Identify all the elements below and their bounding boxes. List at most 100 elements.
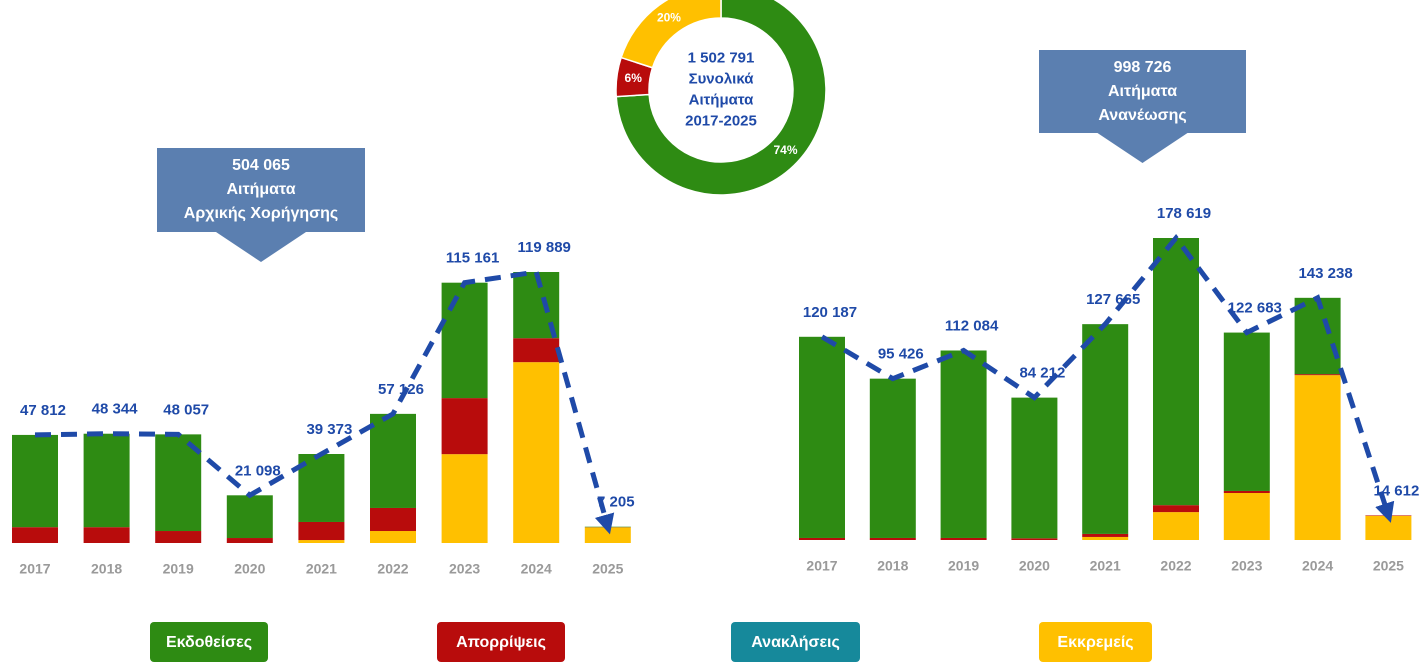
bar-segment	[1082, 533, 1129, 537]
x-tick-label: 2025	[1373, 558, 1404, 574]
x-tick-label: 2020	[234, 561, 265, 577]
x-tick-label: 2023	[449, 561, 480, 577]
bar-segment	[1153, 238, 1199, 506]
total-label: 21 098	[235, 462, 281, 479]
x-tick-label: 2019	[948, 558, 979, 574]
legend-swatch	[150, 622, 268, 662]
bar-segment	[1153, 512, 1199, 540]
legend-label: Εκδοθείσες	[166, 634, 252, 651]
callout-box	[157, 148, 365, 262]
bar-segment	[1082, 324, 1129, 534]
total-label: 39 373	[306, 421, 352, 438]
total-label: 95 426	[878, 346, 924, 363]
slice-label: 6%	[625, 71, 643, 85]
x-tick-label: 2021	[1090, 558, 1121, 574]
bar-segment	[441, 398, 488, 455]
center-text: 2017-2025	[685, 112, 757, 129]
bar-segment	[298, 521, 345, 541]
trend-line	[34, 269, 615, 535]
total-label: 119 889	[517, 239, 570, 256]
bar-segment	[298, 540, 345, 543]
x-tick-label: 2023	[1231, 558, 1262, 574]
bar-segment	[370, 413, 416, 508]
total-label: 115 161	[446, 250, 499, 267]
legend-swatch	[731, 622, 860, 662]
bar-segment	[1011, 538, 1058, 540]
x-tick-label: 2018	[91, 561, 122, 577]
bar-segment	[940, 537, 987, 540]
x-tick-label: 2024	[521, 561, 552, 577]
bar-segment	[370, 531, 416, 543]
callout-text: Αιτήματα	[1108, 83, 1177, 100]
x-tick-label: 2022	[1160, 558, 1191, 574]
total-label: 84 212	[1019, 365, 1065, 382]
x-tick-label: 2022	[377, 561, 408, 577]
callout-text: Ανανέωσης	[1098, 107, 1186, 124]
legend-swatch	[1039, 622, 1152, 662]
bar-segment	[1294, 374, 1341, 376]
bar-segment	[12, 527, 58, 543]
callout-text: 504 065	[232, 157, 290, 174]
callout-box	[1039, 50, 1246, 163]
donut-slice	[615, 0, 827, 196]
center-text: Αιτήματα	[689, 91, 755, 108]
bar-segment	[1365, 515, 1412, 540]
bar-segment	[226, 495, 273, 539]
total-label: 48 344	[92, 401, 139, 418]
x-tick-label: 2021	[306, 561, 337, 577]
x-tick-label: 2019	[163, 561, 194, 577]
donut-slice	[620, 0, 722, 69]
callout-text: Αιτήματα	[226, 181, 295, 198]
bar-segment	[584, 527, 631, 543]
bar-segment	[83, 527, 130, 543]
bar-segment	[12, 434, 58, 528]
bar-segment	[1153, 505, 1199, 513]
bar-segment	[1223, 490, 1270, 493]
total-label: 14 612	[1373, 482, 1419, 499]
legend-label: Απορρίψεις	[456, 634, 546, 651]
legend-label: Ανακλήσεις	[751, 634, 840, 651]
trend-line	[820, 233, 1395, 523]
x-tick-label: 2017	[19, 561, 50, 577]
bar-segment	[370, 507, 416, 532]
bar-segment	[869, 537, 916, 540]
center-text: Συνολικά	[689, 70, 755, 87]
x-tick-label: 2024	[1302, 558, 1333, 574]
total-label: 47 812	[20, 402, 66, 419]
total-label: 122 683	[1228, 300, 1282, 317]
slice-label: 20%	[657, 11, 681, 25]
bar-segment	[1011, 397, 1058, 539]
bar-segment	[155, 531, 202, 543]
bar-segment	[799, 336, 845, 538]
x-tick-label: 2018	[877, 558, 908, 574]
x-tick-label: 2025	[592, 561, 623, 577]
bar-segment	[513, 338, 560, 363]
total-label: 120 187	[803, 304, 857, 321]
x-tick-label: 2017	[806, 558, 837, 574]
bar-segment	[940, 350, 987, 538]
legend-swatch	[437, 622, 565, 662]
bar-segment	[441, 282, 488, 399]
bar-segment	[1294, 297, 1341, 375]
x-tick-label: 2020	[1019, 558, 1050, 574]
bar-segment	[1223, 492, 1270, 540]
center-text: 1 502 791	[688, 49, 755, 66]
slice-label: 74%	[773, 143, 797, 157]
total-label: 127 665	[1086, 291, 1140, 308]
total-label: 112 084	[945, 317, 999, 334]
bar-segment	[1082, 536, 1129, 540]
bar-segment	[441, 454, 488, 543]
bar-segment	[1223, 332, 1270, 491]
total-label: 48 057	[163, 401, 209, 418]
bar-segment	[1365, 515, 1412, 516]
legend-label: Εκκρεμείς	[1057, 634, 1133, 651]
bar-segment	[83, 433, 130, 528]
bar-segment	[799, 537, 845, 540]
total-label: 143 238	[1298, 265, 1352, 282]
bar-segment	[869, 378, 916, 538]
total-label: 57 126	[378, 381, 424, 398]
total-label: 7 205	[597, 494, 635, 511]
bar-segment	[226, 538, 273, 543]
bar-segment	[1294, 375, 1341, 540]
